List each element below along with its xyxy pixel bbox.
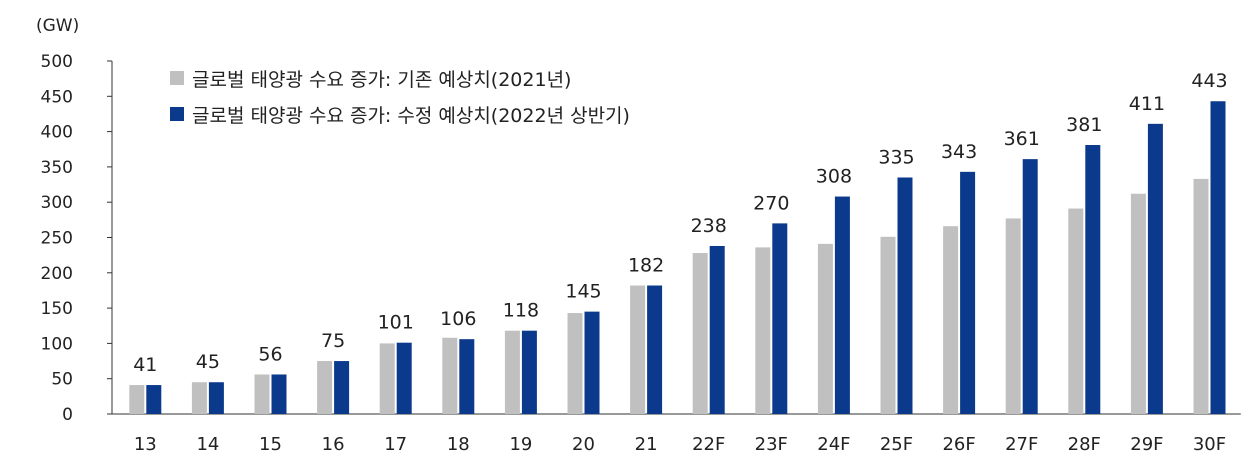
data-label: 411 (1129, 93, 1165, 115)
bar-previous-forecast (943, 226, 959, 414)
data-label: 361 (1004, 128, 1040, 150)
bar-revised-forecast (146, 385, 162, 414)
x-tick-label: 26F (942, 434, 975, 455)
bar-revised-forecast (521, 330, 537, 414)
legend-swatch-blue (170, 107, 184, 121)
data-label: 308 (816, 166, 852, 188)
bar-revised-forecast (772, 223, 788, 414)
data-label: 56 (258, 343, 282, 365)
bar-previous-forecast (692, 253, 708, 414)
bar-revised-forecast (1022, 159, 1038, 414)
legend-label-previous-forecast: 글로벌 태양광 수요 증가: 기존 예상치(2021년) (192, 68, 572, 91)
chart-legend: 글로벌 태양광 수요 증가: 기존 예상치(2021년) 글로벌 태양광 수요 … (170, 60, 630, 132)
x-tick-label: 29F (1130, 434, 1163, 455)
y-tick-label: 350 (41, 158, 73, 178)
x-tick-label: 30F (1193, 434, 1226, 455)
bar-revised-forecast (396, 342, 412, 414)
y-tick-label: 250 (41, 229, 73, 249)
bar-previous-forecast (442, 337, 458, 414)
bar-revised-forecast (459, 339, 475, 414)
bar-revised-forecast (1210, 101, 1226, 414)
bar-previous-forecast (880, 236, 896, 414)
y-tick-label: 300 (41, 193, 73, 213)
y-axis-unit-label: (GW) (36, 16, 80, 36)
bar-previous-forecast (817, 243, 833, 414)
data-label: 238 (691, 215, 727, 237)
bar-revised-forecast (271, 374, 287, 414)
bar-previous-forecast (317, 361, 333, 414)
data-label: 443 (1191, 70, 1227, 92)
data-label: 75 (321, 330, 345, 352)
data-label: 335 (878, 146, 914, 168)
bar-revised-forecast (960, 171, 976, 414)
x-tick-label: 24F (817, 434, 850, 455)
x-tick-label: 16 (322, 434, 345, 455)
bar-previous-forecast (254, 374, 270, 414)
bar-revised-forecast (1147, 123, 1163, 415)
data-label: 106 (440, 308, 476, 330)
y-tick-label: 450 (41, 87, 73, 107)
legend-item-previous-forecast: 글로벌 태양광 수요 증가: 기존 예상치(2021년) (170, 60, 630, 96)
x-tick-label: 23F (755, 434, 788, 455)
bar-previous-forecast (504, 330, 520, 414)
bar-revised-forecast (334, 361, 350, 414)
y-tick-label: 400 (41, 123, 73, 143)
x-tick-label: 28F (1068, 434, 1101, 455)
bar-previous-forecast (1193, 178, 1209, 414)
legend-item-revised-forecast: 글로벌 태양광 수요 증가: 수정 예상치(2022년 상반기) (170, 96, 630, 132)
y-tick-label: 0 (62, 405, 73, 425)
data-label: 381 (1066, 114, 1102, 136)
data-label: 41 (133, 354, 157, 376)
x-tick-label: 15 (259, 434, 282, 455)
legend-label-revised-forecast: 글로벌 태양광 수요 증가: 수정 예상치(2022년 상반기) (192, 104, 630, 127)
data-label: 101 (378, 312, 414, 334)
bar-revised-forecast (834, 196, 850, 414)
x-tick-label: 20 (572, 434, 595, 455)
data-label: 270 (753, 192, 789, 214)
bar-revised-forecast (584, 311, 600, 414)
x-tick-label: 14 (196, 434, 219, 455)
bar-revised-forecast (647, 285, 663, 414)
data-label: 118 (503, 300, 539, 322)
x-tick-label: 27F (1005, 434, 1038, 455)
y-tick-label: 100 (41, 334, 73, 354)
bar-revised-forecast (897, 177, 913, 414)
x-tick-label: 17 (384, 434, 407, 455)
bar-revised-forecast (208, 382, 224, 414)
x-tick-label: 13 (134, 434, 157, 455)
x-tick-label: 21 (635, 434, 658, 455)
x-tick-label: 19 (509, 434, 532, 455)
bar-previous-forecast (1068, 208, 1084, 414)
bar-previous-forecast (191, 382, 207, 414)
x-tick-label: 25F (880, 434, 913, 455)
bar-revised-forecast (709, 245, 725, 414)
bar-previous-forecast (129, 385, 145, 414)
data-label: 145 (565, 281, 601, 303)
y-tick-label: 500 (41, 52, 73, 72)
data-label: 182 (628, 255, 664, 277)
y-tick-label: 200 (41, 264, 73, 284)
data-label: 45 (196, 351, 220, 373)
data-label: 343 (941, 141, 977, 163)
bar-previous-forecast (755, 247, 771, 414)
bar-previous-forecast (1130, 193, 1146, 414)
legend-swatch-gray (170, 71, 184, 85)
y-tick-label: 50 (51, 370, 73, 390)
bar-revised-forecast (1085, 145, 1101, 414)
bar-previous-forecast (379, 343, 395, 414)
bar-previous-forecast (1005, 218, 1021, 414)
y-tick-label: 150 (41, 299, 73, 319)
bar-previous-forecast (630, 285, 646, 414)
x-tick-label: 18 (447, 434, 470, 455)
bar-previous-forecast (567, 313, 583, 414)
x-tick-label: 22F (692, 434, 725, 455)
